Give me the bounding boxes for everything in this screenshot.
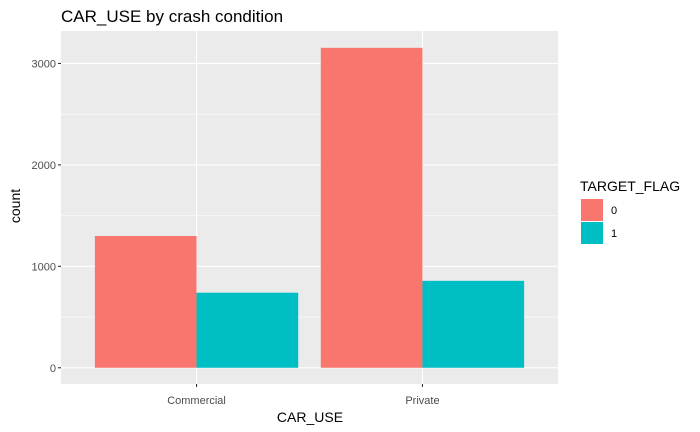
y-axis-ticks: 0 1000 2000 3000 [32,58,61,375]
y-tick-label: 2000 [32,160,56,172]
legend-key-1 [581,222,603,244]
legend: TARGET_FLAG 0 1 [580,178,680,244]
legend-title: TARGET_FLAG [580,178,680,194]
x-axis-title: CAR_USE [277,409,343,425]
legend-key-0 [581,199,603,221]
bar-private-flag-1 [422,280,525,368]
bar-commercial-flag-1 [196,292,299,368]
y-tick-label: 0 [50,363,56,375]
x-tick-label: Commercial [167,395,226,407]
bar-private-flag-0 [320,47,423,368]
x-axis-ticks: Commercial Private [167,384,440,407]
bar-commercial-flag-0 [94,236,197,368]
y-tick-label: 3000 [32,58,56,70]
x-tick-label: Private [405,395,439,407]
bars [94,47,525,368]
legend-label-0: 0 [611,205,617,217]
y-tick-label: 1000 [32,261,56,273]
chart-title: CAR_USE by crash condition [61,7,283,26]
legend-label-1: 1 [611,228,617,240]
y-axis-title: count [7,189,23,223]
